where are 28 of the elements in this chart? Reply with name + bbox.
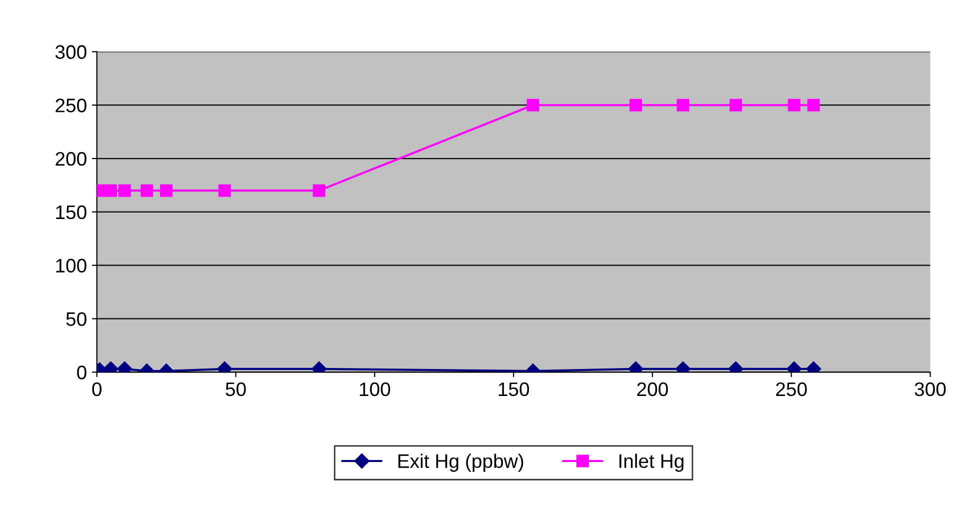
y-tick-label: 50 bbox=[66, 312, 86, 326]
point bbox=[312, 184, 326, 197]
point bbox=[526, 98, 540, 112]
x-tick-label: 50 bbox=[226, 382, 246, 396]
y-tick-label: 0 bbox=[77, 366, 86, 380]
y-tick-label: 100 bbox=[56, 258, 86, 273]
x-tick-label: 200 bbox=[637, 382, 668, 396]
point bbox=[630, 98, 642, 112]
point bbox=[160, 184, 173, 197]
legend-label: Exit Hg (ppbw) bbox=[398, 454, 524, 472]
x-tick-label: 250 bbox=[776, 382, 807, 396]
point bbox=[807, 98, 820, 112]
point bbox=[118, 184, 131, 197]
x-tick-label: 300 bbox=[914, 382, 946, 396]
x-tick-label: 0 bbox=[92, 382, 102, 396]
point bbox=[218, 184, 231, 197]
y-tick-label: 200 bbox=[56, 152, 86, 166]
point bbox=[676, 98, 690, 112]
y-tick-label: 300 bbox=[55, 45, 86, 59]
x-tick-label: 150 bbox=[498, 382, 530, 396]
x-tick-label: 100 bbox=[360, 382, 390, 396]
point bbox=[104, 184, 117, 197]
legend-label: Inlet Hg bbox=[619, 454, 684, 472]
point bbox=[140, 184, 154, 197]
point bbox=[788, 98, 800, 112]
y-tick-label: 150 bbox=[56, 205, 86, 220]
point bbox=[730, 98, 742, 112]
y-tick-label: 250 bbox=[56, 98, 86, 112]
